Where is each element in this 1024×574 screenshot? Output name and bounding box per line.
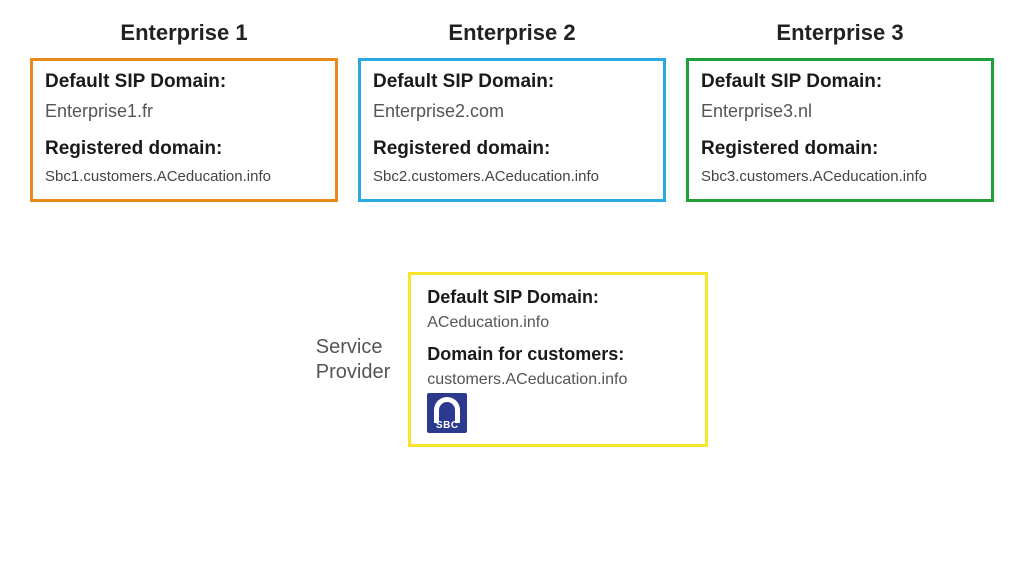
enterprise-1-block: Enterprise 1 Default SIP Domain: Enterpr… bbox=[30, 20, 338, 202]
provider-cust-label: Domain for customers: bbox=[427, 344, 689, 365]
service-provider-label-line2: Provider bbox=[316, 361, 390, 383]
enterprise-2-reg-value: Sbc2.customers.ACeducation.info bbox=[373, 168, 651, 185]
enterprise-3-reg-value: Sbc3.customers.ACeducation.info bbox=[701, 168, 979, 185]
enterprise-1-reg-value: Sbc1.customers.ACeducation.info bbox=[45, 168, 323, 185]
enterprise-3-sip-label: Default SIP Domain: bbox=[701, 71, 979, 93]
provider-sip-value: ACeducation.info bbox=[427, 314, 689, 332]
sbc-icon-text: SBC bbox=[427, 420, 467, 431]
provider-cust-value: customers.ACeducation.info bbox=[427, 371, 689, 389]
enterprise-1-sip-label: Default SIP Domain: bbox=[45, 71, 323, 93]
enterprise-2-box: Default SIP Domain: Enterprise2.com Regi… bbox=[358, 58, 666, 202]
enterprise-1-box: Default SIP Domain: Enterprise1.fr Regis… bbox=[30, 58, 338, 202]
enterprise-3-box: Default SIP Domain: Enterprise3.nl Regis… bbox=[686, 58, 994, 202]
enterprise-3-reg-label: Registered domain: bbox=[701, 138, 979, 160]
enterprise-2-sip-value: Enterprise2.com bbox=[373, 101, 651, 122]
enterprise-2-sip-label: Default SIP Domain: bbox=[373, 71, 651, 93]
enterprise-2-reg-label: Registered domain: bbox=[373, 138, 651, 160]
enterprise-1-reg-label: Registered domain: bbox=[45, 138, 323, 160]
enterprise-3-sip-value: Enterprise3.nl bbox=[701, 101, 979, 122]
enterprise-row: Enterprise 1 Default SIP Domain: Enterpr… bbox=[30, 20, 994, 202]
service-provider-box: Default SIP Domain: ACeducation.info Dom… bbox=[408, 272, 708, 447]
enterprise-2-block: Enterprise 2 Default SIP Domain: Enterpr… bbox=[358, 20, 666, 202]
service-provider-area: Service Provider Default SIP Domain: ACe… bbox=[30, 272, 994, 447]
enterprise-3-block: Enterprise 3 Default SIP Domain: Enterpr… bbox=[686, 20, 994, 202]
sbc-icon: SBC bbox=[427, 393, 467, 433]
service-provider-label: Service Provider bbox=[316, 335, 390, 385]
enterprise-2-title: Enterprise 2 bbox=[358, 20, 666, 46]
enterprise-1-sip-value: Enterprise1.fr bbox=[45, 101, 323, 122]
enterprise-1-title: Enterprise 1 bbox=[30, 20, 338, 46]
enterprise-3-title: Enterprise 3 bbox=[686, 20, 994, 46]
provider-sip-label: Default SIP Domain: bbox=[427, 287, 689, 308]
service-provider-label-line1: Service bbox=[316, 336, 383, 358]
